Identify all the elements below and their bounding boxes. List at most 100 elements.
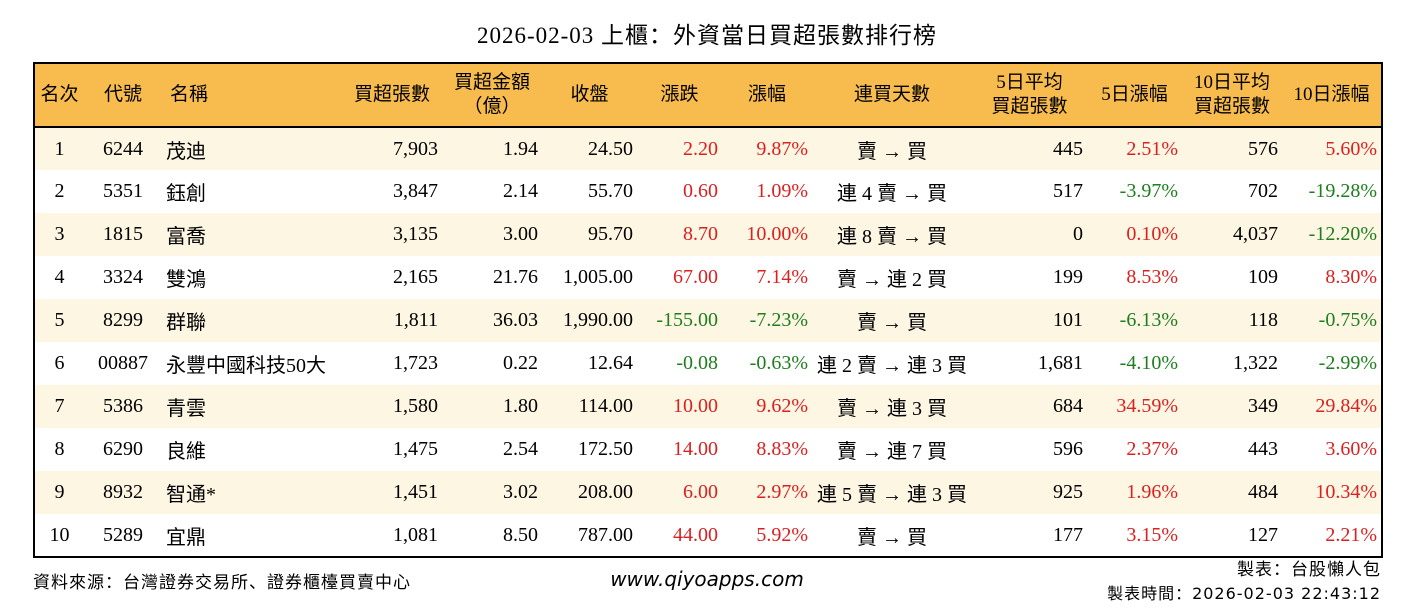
amount-cell: 8.50 xyxy=(503,523,538,546)
pct-cell: 7.14% xyxy=(756,266,808,288)
code-cell: 5386 xyxy=(103,395,143,417)
pct5-cell: 2.37% xyxy=(1126,438,1178,460)
table-row: 6 00887 永豐中國科技50大 1,723 0.22 12.64 -0.08 -0.63%… xyxy=(34,342,1382,385)
net_buy-cell: 7,903 xyxy=(393,137,438,160)
net_buy-cell: 1,580 xyxy=(393,395,438,417)
table-header-row: 名次 代號 名稱 買超張數 買超金額 （億） 收盤 漲跌 漲幅 連買天數 5日平均 買超張數 5日漲… xyxy=(34,63,1382,128)
code-cell: 5351 xyxy=(103,180,143,202)
pct10-cell: 10.34% xyxy=(1315,481,1377,503)
rank-cell: 3 xyxy=(54,223,65,245)
column-header-pct: 漲幅 xyxy=(722,63,812,128)
rank-cell: 6 xyxy=(54,352,65,374)
streak-cell: 賣 → 買 xyxy=(857,140,927,163)
net_buy-cell: 1,475 xyxy=(393,438,438,460)
streak-cell: 賣 → 連 2 買 xyxy=(837,269,947,291)
table-row: 8 6290 良維 1,475 2.54 172.50 14.00 8.83% 賣 → 連 7 … xyxy=(34,428,1382,471)
table-timestamp: 製表時間：2026-02-03 22:43:12 xyxy=(1107,584,1381,603)
net_buy-cell: 1,081 xyxy=(393,523,438,546)
table-row: 4 3324 雙鴻 2,165 21.76 1,005.00 67.00 7.14% 賣 → 連… xyxy=(34,256,1382,299)
ranking-table-container: 名次 代號 名稱 買超張數 買超金額 （億） 收盤 漲跌 漲幅 連買天數 5日平均 買超張數 5日漲… xyxy=(33,62,1383,558)
avg5-cell: 684 xyxy=(1053,395,1083,417)
pct10-cell: 29.84% xyxy=(1315,395,1377,417)
pct10-cell: 2.21% xyxy=(1325,523,1377,546)
avg10-cell: 1,322 xyxy=(1233,352,1278,374)
name-cell: 永豐中國科技50大 xyxy=(166,355,326,377)
code-cell: 8299 xyxy=(103,309,143,331)
avg5-cell: 0 xyxy=(1073,223,1083,245)
pct-cell: -0.63% xyxy=(749,352,808,374)
code-cell: 00887 xyxy=(98,352,148,374)
rank-cell: 5 xyxy=(54,309,65,331)
net_buy-cell: 1,723 xyxy=(393,352,438,374)
website-text: www.qiyoapps.com xyxy=(610,567,804,591)
streak-cell: 賣 → 連 3 買 xyxy=(837,398,947,420)
amount-cell: 36.03 xyxy=(493,309,538,331)
close-cell: 55.70 xyxy=(588,180,633,202)
pct10-cell: -12.20% xyxy=(1308,223,1377,245)
pct5-cell: -6.13% xyxy=(1119,309,1178,331)
change-cell: -155.00 xyxy=(656,309,718,331)
rank-cell: 9 xyxy=(54,481,65,503)
change-cell: 8.70 xyxy=(683,223,718,245)
streak-cell: 連 2 賣 → 連 3 買 xyxy=(817,355,967,377)
code-cell: 1815 xyxy=(103,223,143,245)
pct-cell: 10.00% xyxy=(746,223,808,245)
streak-cell: 連 5 賣 → 連 3 買 xyxy=(817,484,967,506)
close-cell: 95.70 xyxy=(588,223,633,245)
column-header-name: 名稱 xyxy=(162,63,342,128)
change-cell: 2.20 xyxy=(683,137,718,160)
close-cell: 172.50 xyxy=(578,438,633,460)
code-cell: 3324 xyxy=(103,266,143,288)
amount-cell: 21.76 xyxy=(493,266,538,288)
change-cell: 44.00 xyxy=(673,523,718,546)
pct-cell: 1.09% xyxy=(756,180,808,202)
net_buy-cell: 3,847 xyxy=(393,180,438,202)
change-cell: -0.08 xyxy=(676,352,718,374)
avg10-cell: 127 xyxy=(1248,523,1278,546)
rank-cell: 10 xyxy=(49,523,70,546)
code-cell: 8932 xyxy=(103,481,143,503)
column-header-pct5: 5日漲幅 xyxy=(1087,63,1182,128)
name-cell: 良維 xyxy=(166,441,206,463)
close-cell: 1,990.00 xyxy=(563,309,633,331)
pct10-cell: 8.30% xyxy=(1325,266,1377,288)
avg5-cell: 101 xyxy=(1053,309,1083,331)
net_buy-cell: 1,451 xyxy=(393,481,438,503)
rank-cell: 7 xyxy=(54,395,65,417)
column-header-close: 收盤 xyxy=(542,63,637,128)
avg10-cell: 118 xyxy=(1248,309,1278,331)
name-cell: 鈺創 xyxy=(166,183,206,205)
name-cell: 宜鼎 xyxy=(166,526,206,549)
close-cell: 114.00 xyxy=(578,395,633,417)
pct-cell: 9.62% xyxy=(756,395,808,417)
change-cell: 10.00 xyxy=(673,395,718,417)
rank-cell: 8 xyxy=(54,438,65,460)
close-cell: 208.00 xyxy=(578,481,633,503)
avg5-cell: 925 xyxy=(1053,481,1083,503)
column-header-net_buy: 買超張數 xyxy=(342,63,442,128)
column-header-change: 漲跌 xyxy=(637,63,722,128)
pct-cell: 9.87% xyxy=(756,137,808,160)
name-cell: 群聯 xyxy=(166,312,206,334)
pct10-cell: -0.75% xyxy=(1318,309,1377,331)
avg10-cell: 109 xyxy=(1248,266,1278,288)
rank-cell: 4 xyxy=(54,266,65,288)
net_buy-cell: 3,135 xyxy=(393,223,438,245)
avg5-cell: 517 xyxy=(1053,180,1083,202)
amount-cell: 0.22 xyxy=(503,352,538,374)
change-cell: 67.00 xyxy=(673,266,718,288)
streak-cell: 賣 → 買 xyxy=(857,526,927,549)
avg10-cell: 4,037 xyxy=(1233,223,1278,245)
column-header-avg10: 10日平均 買超張數 xyxy=(1182,63,1282,128)
avg10-cell: 443 xyxy=(1248,438,1278,460)
pct-cell: 8.83% xyxy=(756,438,808,460)
pct10-cell: -2.99% xyxy=(1318,352,1377,374)
pct5-cell: 34.59% xyxy=(1116,395,1178,417)
amount-cell: 1.94 xyxy=(503,137,538,160)
streak-cell: 連 8 賣 → 買 xyxy=(837,226,947,248)
pct5-cell: -4.10% xyxy=(1119,352,1178,374)
avg5-cell: 177 xyxy=(1053,523,1083,546)
avg5-cell: 1,681 xyxy=(1038,352,1083,374)
net_buy-cell: 2,165 xyxy=(393,266,438,288)
table-body: 1 6244 茂迪 7,903 1.94 24.50 2.20 9.87% 賣 → 買 445 2.… xyxy=(34,127,1382,557)
